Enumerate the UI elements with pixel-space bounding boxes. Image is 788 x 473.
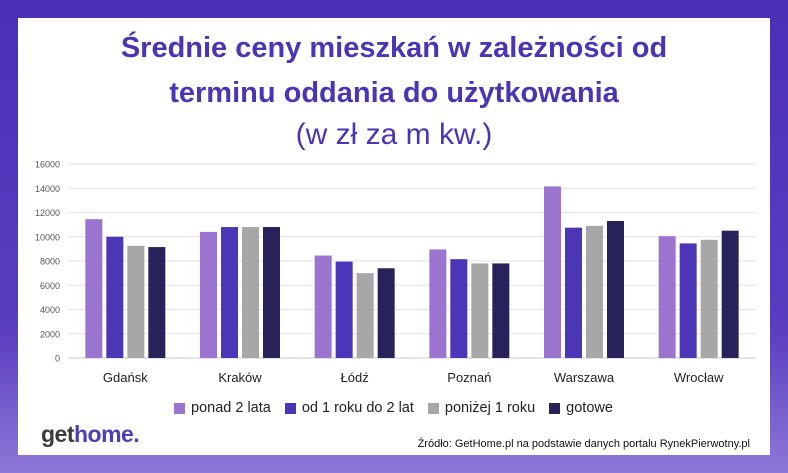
x-tick-label: Wrocław <box>674 370 724 385</box>
bar-4 <box>492 263 510 358</box>
bar-3 <box>586 225 603 358</box>
y-tick-label: 16000 <box>35 160 60 170</box>
logo-part-get: get <box>41 421 75 447</box>
y-tick-label: 14000 <box>35 184 60 194</box>
chart-title-line1: Średnie ceny mieszkań w zależności od <box>120 32 668 64</box>
bar-3 <box>242 227 259 358</box>
y-tick-label: 4000 <box>40 305 60 315</box>
logo-part-home: home <box>74 421 134 447</box>
gethome-logo: gethome. <box>41 421 140 448</box>
bar-2 <box>450 259 468 358</box>
bar-2 <box>106 236 124 358</box>
y-tick-label: 12000 <box>35 208 60 218</box>
bar-3 <box>471 263 489 358</box>
chart-card: Średnie ceny mieszkań w zależności od te… <box>18 18 770 455</box>
legend-label: ponad 2 lata <box>191 400 271 416</box>
bar-4 <box>607 220 624 358</box>
legend-item: poniżej 1 roku <box>427 400 536 416</box>
x-tick-label: Warszawa <box>554 370 615 385</box>
bar-1 <box>200 231 217 358</box>
x-tick-label: Łódź <box>341 370 369 385</box>
bar-4 <box>148 247 166 358</box>
legend-item: ponad 2 lata <box>174 400 271 416</box>
legend-label: gotowe <box>566 400 613 416</box>
bar-2 <box>335 261 353 358</box>
bar-1 <box>314 255 332 358</box>
y-tick-label: 10000 <box>35 232 60 242</box>
legend-swatch <box>549 402 561 414</box>
bar-4 <box>721 230 739 358</box>
source-note: Źródło: GetHome.pl na podstawie danych p… <box>417 438 750 450</box>
bar-4 <box>263 227 280 358</box>
logo-part-dot: . <box>133 421 140 447</box>
y-tick-label: 6000 <box>40 281 60 291</box>
legend-item: gotowe <box>549 400 613 416</box>
bar-chart: 0 2000 4000 6000 8000 10000 12000 14000 16000 Gda… <box>35 160 756 385</box>
bar-2 <box>565 227 582 358</box>
bar-1 <box>85 219 103 358</box>
chart-legend: ponad 2 lata od 1 roku do 2 lat poniżej 1 … <box>174 398 613 418</box>
bar-3 <box>700 239 718 358</box>
bar-1 <box>544 186 561 358</box>
bar-1 <box>429 249 447 358</box>
legend-swatch <box>174 402 185 414</box>
legend-item: od 1 roku do 2 lat <box>284 400 414 416</box>
x-tick-label: Gdańsk <box>103 370 148 385</box>
bar-2 <box>221 227 238 358</box>
legend-label: od 1 roku do 2 lat <box>301 400 414 416</box>
y-tick-label: 8000 <box>40 257 60 267</box>
bar-3 <box>127 245 145 358</box>
legend-swatch <box>427 402 439 414</box>
legend-label: poniżej 1 roku <box>444 400 536 416</box>
bar-1 <box>658 236 676 358</box>
bar-4 <box>377 268 395 358</box>
bar-3 <box>356 273 374 358</box>
chart-title-line2: terminu oddania do użytkowania <box>169 77 619 109</box>
x-tick-label: Poznań <box>447 370 491 385</box>
bar-2 <box>679 243 697 358</box>
chart-subtitle: (w zł za m kw.) <box>295 118 493 151</box>
legend-swatch <box>284 402 296 414</box>
y-tick-label: 2000 <box>40 329 60 339</box>
y-tick-label: 0 <box>55 354 60 364</box>
x-tick-label: Kraków <box>218 370 262 385</box>
